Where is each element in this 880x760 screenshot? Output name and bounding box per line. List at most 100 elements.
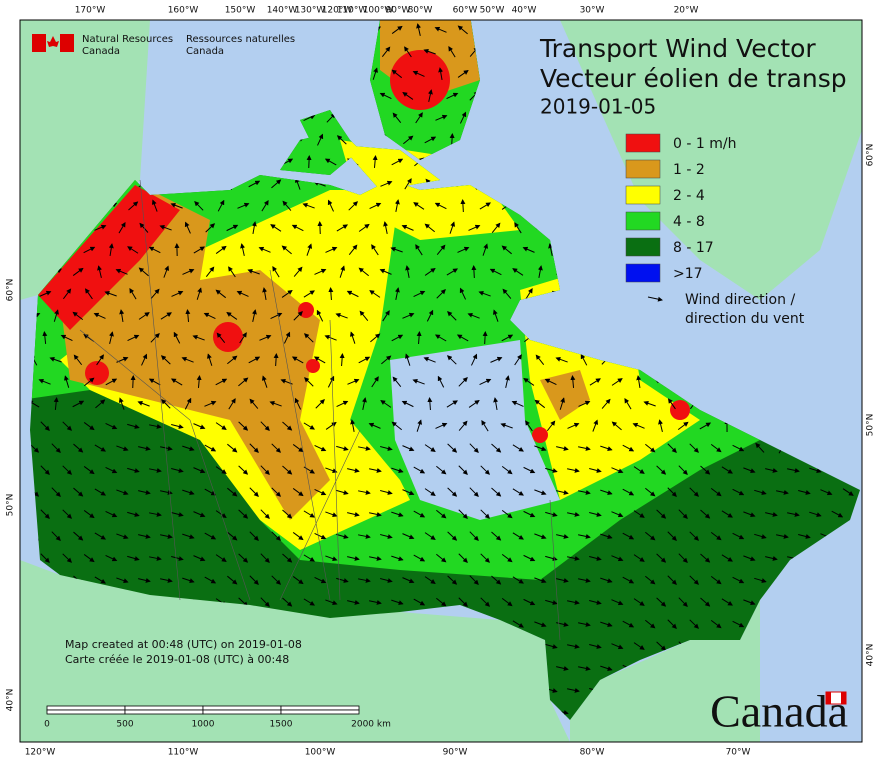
lon-label: 110°W [337,6,368,16]
wind-arrow [40,509,50,519]
wind-arrow [217,199,225,212]
wind-arrow [119,309,125,323]
zone-0-1 [670,400,690,420]
wind-arrow [391,511,404,517]
wind-arrow [700,509,711,519]
wind-arrow [469,487,479,498]
wind-arrow [138,267,149,277]
wind-arrow [391,69,403,79]
lon-label: 60°W [453,6,478,16]
lat-label: 50°N [6,494,16,517]
wind-arrow [656,641,667,651]
wind-arrow [372,67,378,80]
wind-arrow [622,620,635,628]
wind-arrow [413,598,426,606]
wind-arrow [105,554,118,562]
wind-arrow [402,489,415,496]
wind-arrow [469,531,479,542]
wind-arrow [523,466,536,474]
wind-arrow [248,356,261,364]
wind-arrow [468,400,480,408]
wind-arrow [392,112,402,124]
wind-arrow [358,577,371,583]
wind-arrow [336,400,349,408]
wind-arrow [127,246,139,254]
wind-arrow [203,312,216,320]
wind-arrow [51,531,61,542]
wind-arrow [317,133,324,146]
wind-arrow [624,397,632,410]
legend-wind: direction du vent [685,311,805,327]
wind-arrow [656,597,667,607]
wind-arrow [437,375,445,388]
wind-arrow [83,422,95,431]
wind-arrow [328,287,334,301]
wind-arrow [273,353,279,367]
footer: Carte créée le 2019-01-08 (UTC) à 00:48 [65,653,289,666]
wind-arrow [358,267,369,277]
map-frame [19,19,863,743]
wind-arrow [413,466,426,474]
wind-arrow [689,443,699,453]
wind-arrow [272,266,280,278]
wind-arrow [303,114,316,121]
lon-label: 120°W [25,748,56,758]
wind-arrow [545,467,558,473]
wind-arrow [314,444,327,452]
wind-arrow [505,375,510,388]
wind-arrow [600,621,613,627]
wind-arrow [391,158,404,166]
wind-arrow [501,598,513,607]
wind-arrow [271,575,282,585]
wind-arrow [391,25,403,34]
wind-arrow [185,309,191,323]
wind-arrow [436,553,447,563]
wind-arrow [205,266,215,278]
wind-arrow [512,620,524,628]
wind-arrow [700,465,711,475]
wind-arrow [416,419,422,432]
wind-arrow [449,221,456,234]
wind-arrow [93,312,106,319]
wind-arrow [570,375,576,389]
wind-arrow [754,489,767,495]
wind-arrow [249,531,259,541]
wind-arrow [192,334,205,341]
wind-arrow [170,202,183,209]
wind-arrow [523,510,536,518]
wind-arrow [427,397,433,411]
wind-arrow [633,554,645,562]
wind-arrow [467,312,480,319]
scale-label: 0 [44,720,50,730]
lon-label: 80°W [408,6,433,16]
wind-arrow [347,600,360,605]
zone-0-1 [213,322,243,352]
wind-arrow [525,288,533,300]
wind-arrow [324,334,337,341]
wind-arrow [248,180,261,188]
wind-arrow [303,510,315,518]
wind-arrow [314,576,327,584]
wind-arrow [391,467,404,473]
wind-arrow [458,376,468,387]
wind-arrow [148,246,161,254]
wind-arrow [38,378,51,385]
date: 2019-01-05 [540,95,656,119]
wind-arrow [138,312,150,320]
wind-arrow [129,287,137,300]
wind-arrow [238,465,249,475]
wind-arrow [402,533,415,540]
wind-arrow [776,533,789,539]
flag [32,34,46,52]
lon-label: 140°W [267,6,298,16]
wind-arrow [62,465,73,475]
legend-swatch [625,263,661,283]
wind-arrow [215,510,227,518]
wind-arrow [480,597,491,607]
wind-arrow [732,488,745,496]
wind-arrow [434,334,447,342]
wind-arrow [391,599,404,605]
wind-arrow [424,136,437,144]
wind-arrow [193,467,206,474]
wind-arrow [306,155,312,169]
